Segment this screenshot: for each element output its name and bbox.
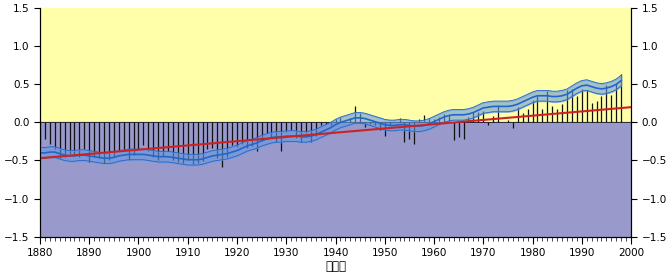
X-axis label: （年）: （年） (325, 260, 346, 273)
